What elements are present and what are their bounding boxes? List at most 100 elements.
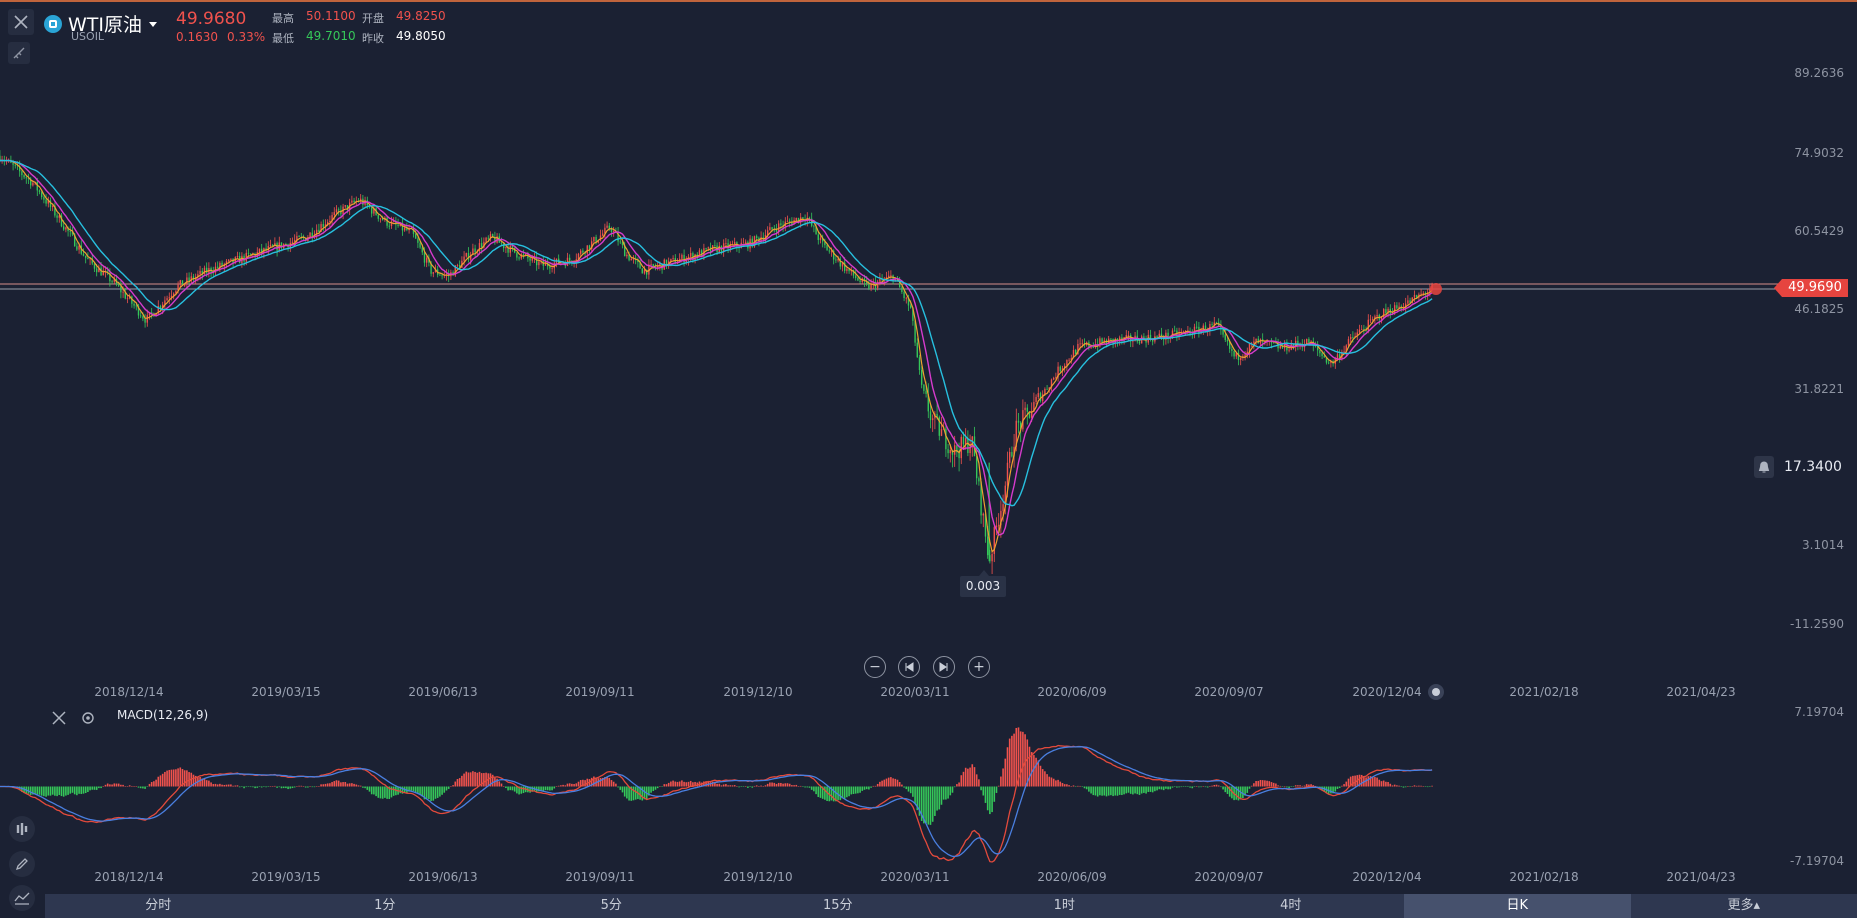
macd-axis-bottom: -7.19704 (1790, 854, 1844, 868)
candle-body (1041, 394, 1044, 402)
chart-style-button[interactable] (9, 885, 35, 911)
tab-timeframe[interactable]: 1分 (374, 898, 396, 913)
tab-more[interactable]: 更多▴ (1727, 898, 1761, 913)
candlestick-series (0, 150, 1433, 574)
macd-bar (230, 784, 232, 787)
candle-body (45, 199, 47, 204)
tab-timeframe[interactable]: 1时 (1053, 898, 1075, 913)
macd-bar (106, 783, 109, 787)
candle-body (964, 438, 967, 445)
candle-body (489, 234, 492, 239)
macd-bar (1147, 786, 1150, 792)
candle-body (1396, 305, 1398, 309)
macd-bar (313, 786, 316, 788)
candle-body (978, 478, 980, 482)
candle-body (786, 220, 789, 222)
candle-body (337, 209, 340, 211)
y-tick: 3.1014 (1802, 538, 1844, 552)
close-chart-button[interactable] (8, 9, 34, 35)
candle-body (1330, 361, 1332, 363)
candle-body (201, 270, 203, 275)
candle-body (991, 553, 993, 562)
price-alert-button[interactable] (1754, 456, 1774, 478)
candle-body (1380, 317, 1383, 320)
candle-body (12, 162, 14, 165)
symbol-selector[interactable]: WTI原油 (44, 10, 158, 37)
macd-bar (47, 786, 50, 796)
macd-bar (21, 786, 23, 792)
candle-body (958, 452, 960, 459)
candle-body (322, 224, 324, 227)
macd-bar (384, 786, 386, 798)
macd-bar (340, 782, 342, 787)
macd-bar (568, 783, 571, 787)
candle-body (29, 178, 32, 186)
zoom-out-button[interactable]: − (864, 656, 886, 678)
candle-body (309, 232, 311, 238)
macd-bar (984, 786, 987, 803)
tab-timeframe[interactable]: 4时 (1280, 898, 1302, 913)
candle-body (692, 253, 694, 260)
drawing-tool-button[interactable] (8, 42, 30, 64)
candle-body (73, 234, 76, 247)
macd-bar (1200, 786, 1202, 788)
candle-body (819, 237, 822, 241)
macd-bar (234, 785, 237, 787)
candle-body (227, 259, 230, 262)
jump-start-button[interactable] (898, 656, 920, 678)
macd-bar (1371, 776, 1374, 787)
skip-forward-icon (939, 662, 948, 672)
tab-timeframe[interactable]: 15分 (822, 898, 853, 913)
draw-button[interactable] (9, 851, 35, 877)
candle-body (1017, 420, 1020, 423)
candle-body (414, 233, 417, 239)
ma-orange-line (0, 159, 1433, 553)
crude-oil-icon (44, 14, 62, 33)
indicator-settings-icon[interactable] (81, 711, 95, 725)
macd-bar (1050, 777, 1053, 787)
close-indicator-icon[interactable] (52, 711, 66, 725)
indicators-button[interactable] (9, 816, 35, 842)
candle-body (949, 449, 951, 454)
macd-bar (1061, 783, 1064, 787)
macd-bar (102, 786, 105, 787)
macd-bar (423, 786, 426, 800)
candle-body (588, 245, 591, 249)
macd-bar (223, 784, 226, 787)
macd-bar (1011, 735, 1013, 787)
candle-body (938, 417, 940, 436)
candle-body (269, 244, 272, 247)
tab-timeframe[interactable]: 分时 (145, 898, 172, 913)
candle-body (1048, 387, 1050, 390)
candle-body (84, 255, 87, 258)
macd-bar (597, 778, 600, 787)
macd-bar (1382, 780, 1385, 787)
high-label: 最高 (272, 12, 294, 25)
macd-bar (810, 786, 813, 790)
candle-body (815, 226, 817, 235)
x-tick: 2020/03/11 (880, 870, 950, 884)
candle-body (82, 253, 85, 256)
macd-bar (208, 780, 210, 787)
candle-body (333, 212, 335, 216)
zoom-in-button[interactable]: + (968, 656, 990, 678)
macd-bar (346, 783, 349, 787)
macd-bar (795, 784, 798, 787)
candle-body (421, 247, 423, 253)
tab-timeframe[interactable]: 5分 (600, 898, 622, 913)
candle-body (381, 218, 384, 221)
candle-body (854, 275, 857, 279)
candle-body (1253, 341, 1255, 344)
candle-body (465, 253, 467, 257)
candle-body (1409, 300, 1411, 303)
jump-end-button[interactable] (933, 656, 955, 678)
macd-bar (194, 775, 197, 787)
macd-bar (82, 786, 85, 794)
macd-bar (439, 786, 441, 797)
tab-timeframe-active[interactable]: 日K (1404, 894, 1631, 918)
scroll-to-latest-button[interactable] (1428, 684, 1444, 700)
candle-body (1149, 334, 1152, 340)
macd-bar (610, 780, 613, 787)
macd-bar (377, 786, 380, 798)
